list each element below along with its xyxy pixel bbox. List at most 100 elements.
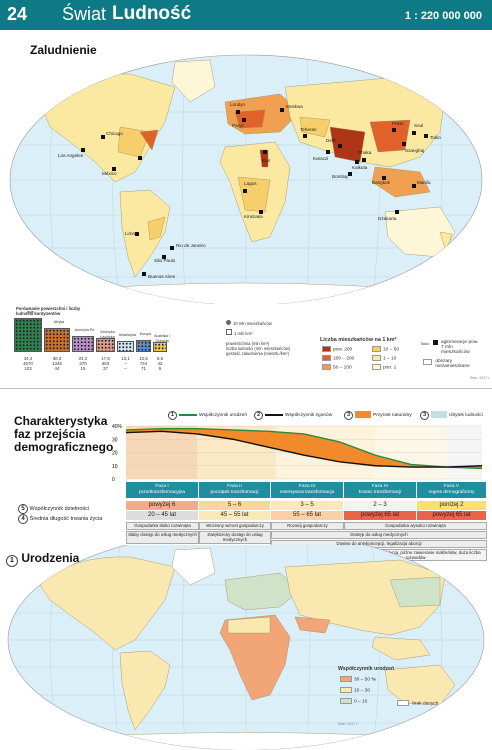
phase-name: Faza V [443,484,460,489]
density-legend-title: Liczba mieszkańców na 1 km² [320,337,397,343]
continent-name: Antarktyda [118,333,137,337]
map-scale: 1 : 220 000 000 [404,10,482,22]
info-box: Rozwój gospodarczy [271,522,344,530]
key-pop-label: liczba ludności (mln mieszkańców) [226,346,291,351]
y-tick-label: 40% [112,424,123,430]
continent-column: Afryka 30,3 1345 44 [44,318,70,380]
continent-area-block [44,328,70,352]
city-label: Teheran [300,127,317,132]
density-legend-item: 10 – 50 [372,346,399,352]
births-legend-item: 10 – 30 [340,687,370,693]
info-box: Dostęp do antykoncepcji, legalizacja abo… [271,540,487,548]
births-world-map [7,545,485,750]
legend-label: Współczynnik zgonów [285,413,333,418]
continent-area: 44,4 [23,356,33,361]
y-tick-label: 0 [112,477,115,483]
continent-name: Australia i Oceania [154,334,170,343]
fertility-value: powyżej 6 [126,501,199,510]
density-legend-item: 1 – 10 [372,355,396,361]
continent-name: Ameryka Łacińska [100,330,115,339]
header-title-world: Świat [62,4,107,24]
continent-dens: 103 [24,366,32,371]
continent-column: Ameryka Łacińska 17,8 663 37 [96,318,115,380]
continent-area: 13,1 [121,356,130,361]
city-label: Los Angeles [58,153,84,158]
continent-column: Antarktyda 13,1– – [117,318,136,380]
density-legend-item: 100 – 200 [322,355,354,361]
city-label: Delhi [326,138,336,143]
y-tick-label: 10 [112,464,118,470]
uninhabited-legend: obszary niezamieszkane [423,359,471,369]
city-label: Seul [414,123,423,128]
city-label: Manila [417,180,431,185]
births-legend-label: 0 – 10 [354,699,368,705]
city-label: Paryż [232,123,244,128]
row-life-text: Średnia długość trwania życia [29,516,103,522]
legend-nodata: brak danych [412,701,439,707]
continent-dens: 71 [141,366,146,371]
chart-legend-item: 3 Ubytek ludności [420,411,483,420]
density-world-map: Chicago Los Angeles México Lima Lagos Ki… [9,54,483,304]
phase-name: Faza I [155,484,169,489]
city-label: Moskwa [286,104,303,109]
births-swatch [340,698,352,704]
city-label: Rio de Janeiro [176,243,206,248]
city-label: México [102,171,117,176]
continent-dens: 37 [103,366,108,371]
key-area-label: powierzchnia (mln km²) [226,341,270,346]
section-title-transition: Charakterystyka faz przejścia demografic… [14,415,113,454]
megacity-markers [81,108,428,276]
density-swatch [372,346,381,352]
continent-column: Ameryka Pn. 24,2 370 15 [72,318,95,380]
legend-label: Ubytek ludności [449,413,483,418]
births-swatch [340,687,352,693]
continent-dens: 15 [80,366,86,371]
city-label: Kalkuta [352,165,368,170]
continent-area: 17,8 [101,356,110,361]
info-box: Zwiększony dostęp do usług medycznych [199,531,271,544]
city-label: Bangkok [372,180,391,185]
phase-header: Faza II początek transformacji [199,482,271,498]
density-legend-label: 100 – 200 [333,356,355,362]
continent-values: 44,4 4570 103 [14,356,42,371]
city-label: Dhaka [358,150,372,155]
legend-label: Przyrost naturalny [373,413,412,418]
continent-area: 24,2 [78,356,88,361]
phase-sub: początek transformacji [210,489,259,495]
continent-values: 30,3 1345 44 [44,356,70,371]
births-legend-label: 10 – 30 [354,688,371,694]
city-label: Lagos [244,181,257,186]
agglomeration-legend: Tokio aglomeracje pow. 7 mln mieszkańców [420,340,481,355]
continent-pop: 744 [139,361,148,366]
continent-column: Europa 10,5 744 71 [136,318,151,380]
continent-values: 10,5 744 71 [136,356,151,371]
continent-area-block [14,318,42,352]
city-label: Karaczi [313,156,328,161]
density-legend-item: pow. 200 [322,346,352,352]
density-swatch [322,355,331,361]
row-children-label: 5 Współczynnik dzietności [18,504,89,514]
chart-legend-item: 3 Przyrost naturalny [344,411,412,420]
city-label: Dżakarta [378,216,397,221]
continent-area: 10,5 [139,356,148,361]
key-area: 1 mln km² [234,331,253,336]
city-label: São Paulo [154,258,176,263]
continent-dens: 44 [54,366,60,371]
births-legend-item: 30 – 50 ‰ [340,676,376,682]
phase-name: Faza II [227,484,242,489]
city-label: Bombaj [332,174,348,179]
info-box: Dostęp do usług medycznych [271,531,487,539]
continent-name: Ameryka Pn. [74,328,96,332]
legend-tokio: Tokio [420,341,430,346]
births-num: 1 [6,555,18,567]
city-labels: Chicago Los Angeles México Lima Lagos Ki… [58,102,441,279]
title-line-1: Charakterystyka [14,414,108,428]
phase-sub: regres demograficzny [428,489,475,495]
density-swatch [322,364,331,370]
density-source: Stan: 2017 r. [470,376,491,380]
fertility-value: 2 – 3 [344,501,417,510]
title-line-3: demograficznego [14,440,114,454]
continent-pop: 370 [79,361,87,366]
density-legend-label: 1 – 10 [383,356,397,362]
density-swatch [372,355,381,361]
